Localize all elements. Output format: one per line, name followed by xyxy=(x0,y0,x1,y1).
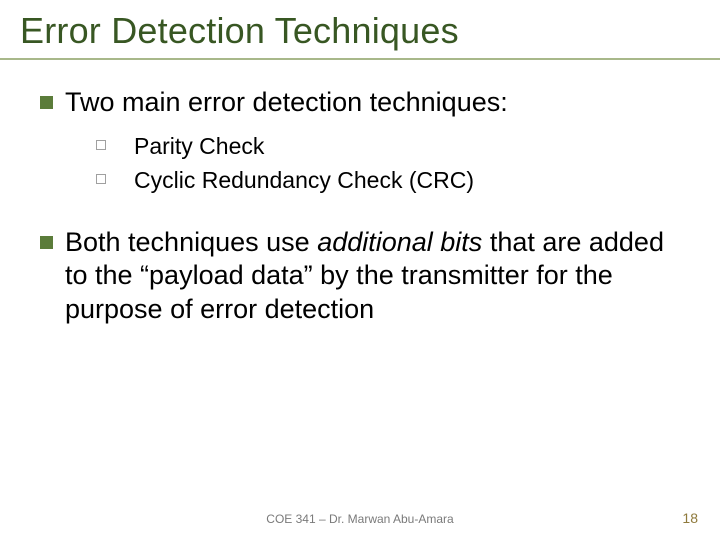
text-run: Both techniques use xyxy=(65,227,317,257)
slide: Error Detection Techniques Two main erro… xyxy=(0,0,720,540)
sub-bullet-text: Cyclic Redundancy Check (CRC) xyxy=(134,166,474,196)
bullet-level1: Two main error detection techniques: xyxy=(40,86,680,120)
slide-footer: COE 341 – Dr. Marwan Abu-Amara xyxy=(0,512,720,526)
bullet-level2: Cyclic Redundancy Check (CRC) xyxy=(96,166,680,196)
square-bullet-icon xyxy=(40,236,53,249)
slide-title: Error Detection Techniques xyxy=(20,10,700,52)
bullet-text: Two main error detection techniques: xyxy=(65,86,508,120)
bullet-level2: Parity Check xyxy=(96,132,680,162)
sub-bullet-text: Parity Check xyxy=(134,132,264,162)
hollow-square-bullet-icon xyxy=(96,174,106,184)
italic-text: additional bits xyxy=(317,227,482,257)
bullet-text: Both techniques use additional bits that… xyxy=(65,226,680,327)
bullet-level1: Both techniques use additional bits that… xyxy=(40,226,680,327)
title-rule: Error Detection Techniques xyxy=(0,0,720,60)
page-number: 18 xyxy=(682,510,698,526)
square-bullet-icon xyxy=(40,96,53,109)
sub-bullet-group: Parity Check Cyclic Redundancy Check (CR… xyxy=(40,132,680,196)
slide-body: Two main error detection techniques: Par… xyxy=(0,60,720,327)
hollow-square-bullet-icon xyxy=(96,140,106,150)
